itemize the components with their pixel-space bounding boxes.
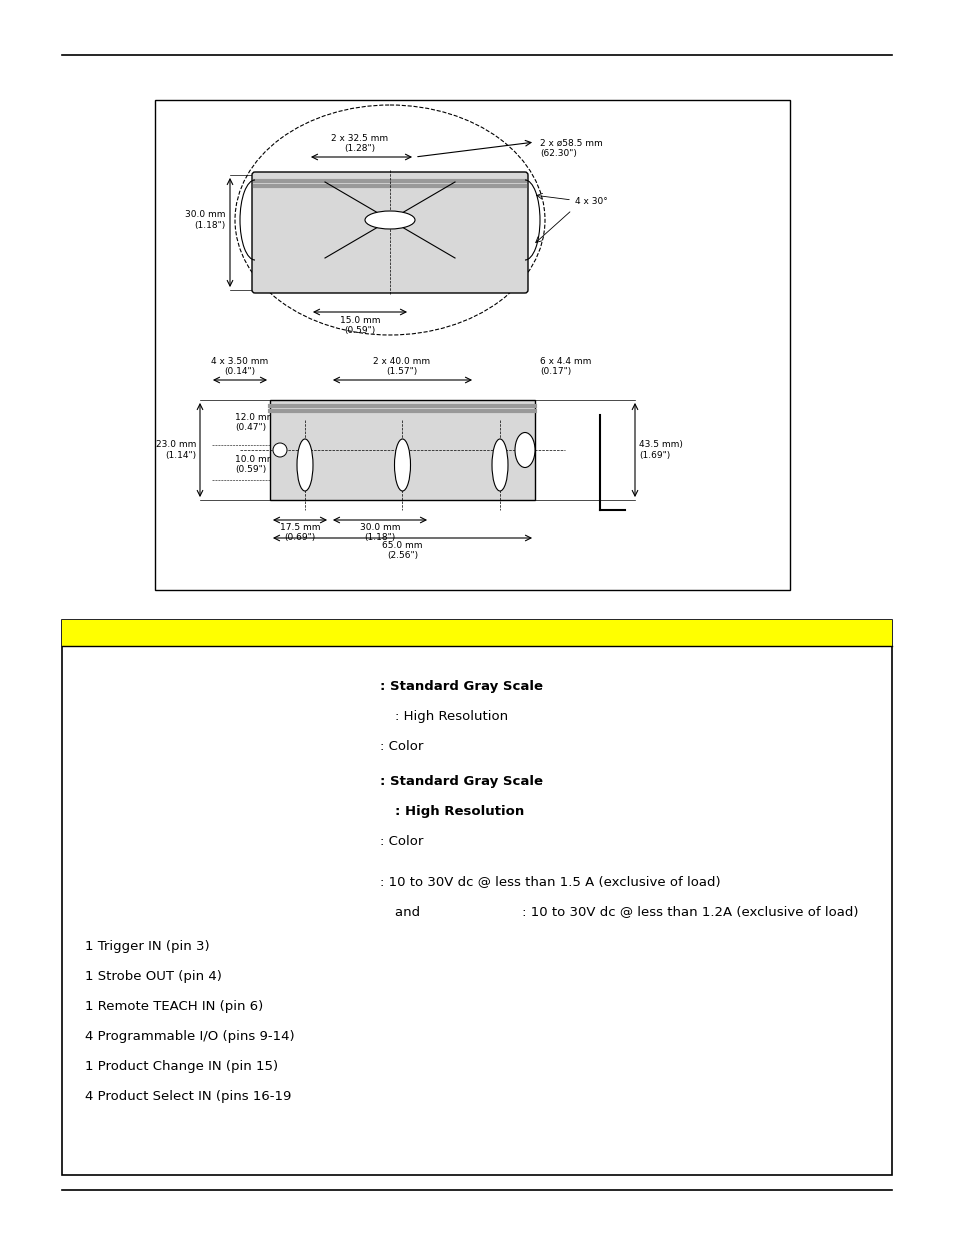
Bar xyxy=(154,100,789,590)
Text: 15.0 mm
(0.59"): 15.0 mm (0.59") xyxy=(339,316,380,336)
Ellipse shape xyxy=(492,438,507,492)
Text: 1 Product Change IN (pin 15): 1 Product Change IN (pin 15) xyxy=(85,1060,278,1073)
Text: 10.0 mm
(0.59"): 10.0 mm (0.59") xyxy=(234,454,275,474)
Bar xyxy=(62,620,891,646)
Text: 2 x 32.5 mm
(1.28"): 2 x 32.5 mm (1.28") xyxy=(331,133,388,153)
FancyBboxPatch shape xyxy=(252,172,527,293)
Text: 4 Product Select IN (pins 16-19: 4 Product Select IN (pins 16-19 xyxy=(85,1091,291,1103)
Bar xyxy=(270,400,535,500)
Text: 12.0 mm
(0.47"): 12.0 mm (0.47") xyxy=(234,412,275,432)
Text: 2 x ø58.5 mm
(62.30"): 2 x ø58.5 mm (62.30") xyxy=(539,140,602,158)
Ellipse shape xyxy=(515,432,535,468)
Text: : Color: : Color xyxy=(379,835,423,848)
Text: 2 x 40.0 mm
(1.57"): 2 x 40.0 mm (1.57") xyxy=(373,357,430,375)
Text: 30.0 mm
(1.18"): 30.0 mm (1.18") xyxy=(359,522,400,542)
Text: : High Resolution: : High Resolution xyxy=(395,710,508,722)
Text: : 10 to 30V dc @ less than 1.5 A (exclusive of load): : 10 to 30V dc @ less than 1.5 A (exclus… xyxy=(379,876,720,888)
Text: 4 x 3.50 mm
(0.14"): 4 x 3.50 mm (0.14") xyxy=(212,357,269,375)
Text: 17.5 mm
(0.69"): 17.5 mm (0.69") xyxy=(279,522,320,542)
Text: 1 Trigger IN (pin 3): 1 Trigger IN (pin 3) xyxy=(85,940,210,953)
Text: 1 Remote TEACH IN (pin 6): 1 Remote TEACH IN (pin 6) xyxy=(85,1000,263,1013)
Text: : Standard Gray Scale: : Standard Gray Scale xyxy=(379,680,542,693)
Text: 4 x 30°: 4 x 30° xyxy=(575,198,607,206)
Text: : High Resolution: : High Resolution xyxy=(395,805,524,818)
Text: 65.0 mm
(2.56"): 65.0 mm (2.56") xyxy=(382,541,422,561)
Text: 4 Programmable I/O (pins 9-14): 4 Programmable I/O (pins 9-14) xyxy=(85,1030,294,1044)
Ellipse shape xyxy=(296,438,313,492)
Circle shape xyxy=(273,443,287,457)
Text: and                        : 10 to 30V dc @ less than 1.2A (exclusive of load): and : 10 to 30V dc @ less than 1.2A (exc… xyxy=(395,905,858,918)
Ellipse shape xyxy=(365,211,415,228)
Text: : Color: : Color xyxy=(379,740,423,753)
Bar xyxy=(62,620,891,1174)
Text: 1 Strobe OUT (pin 4): 1 Strobe OUT (pin 4) xyxy=(85,969,222,983)
Text: 23.0 mm
(1.14"): 23.0 mm (1.14") xyxy=(155,441,195,459)
Text: 30.0 mm
(1.18"): 30.0 mm (1.18") xyxy=(185,210,226,230)
Ellipse shape xyxy=(395,438,410,492)
Text: : Standard Gray Scale: : Standard Gray Scale xyxy=(379,776,542,788)
Text: 43.5 mm)
(1.69"): 43.5 mm) (1.69") xyxy=(639,441,682,459)
Text: 6 x 4.4 mm
(0.17"): 6 x 4.4 mm (0.17") xyxy=(539,357,591,375)
